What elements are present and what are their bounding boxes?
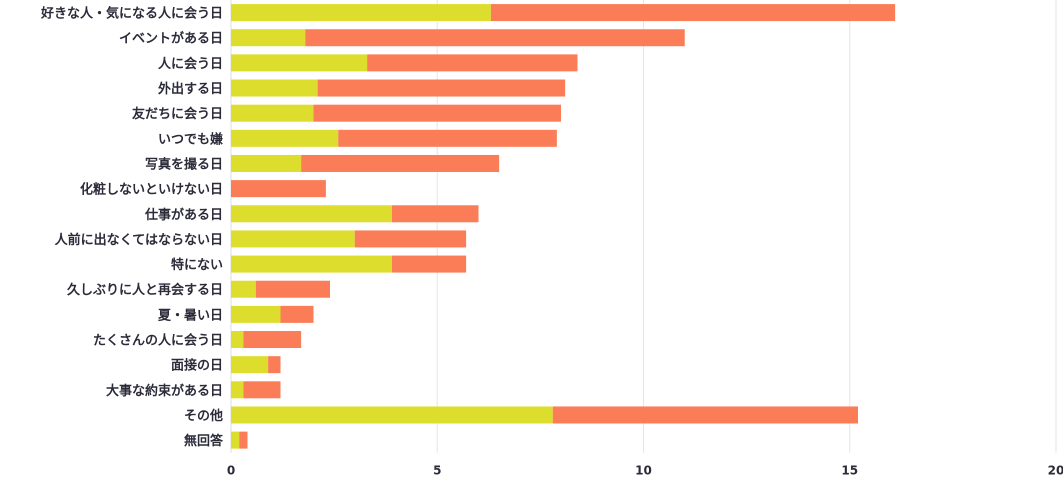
- bar-segment-first: [231, 305, 281, 323]
- category-label: イベントがある日: [119, 31, 223, 47]
- bar-segment-first: [231, 230, 355, 248]
- bar-segment-second: [391, 255, 467, 273]
- category-label: 夏・暑い日: [157, 308, 223, 323]
- bar-segment-first: [231, 129, 339, 147]
- bars: [231, 4, 896, 449]
- bar-segment-second: [301, 154, 500, 172]
- category-label: いつでも嫌: [158, 131, 223, 147]
- bar-segment-second: [280, 305, 314, 323]
- bar-segment-second: [367, 54, 578, 72]
- bar-segment-second: [354, 230, 467, 248]
- bar-segment-second: [305, 29, 685, 47]
- bar-segment-second: [317, 79, 566, 97]
- bar-segment-second: [268, 356, 281, 374]
- bar-segment-first: [231, 79, 318, 97]
- bar-segment-second: [243, 381, 281, 399]
- bar-segment-second: [239, 431, 248, 449]
- bar-segment-first: [231, 154, 302, 172]
- bar-segment-first: [231, 4, 491, 22]
- bar-segment-first: [231, 29, 306, 47]
- bar-segment-first: [231, 381, 244, 399]
- bar-segment-first: [231, 205, 392, 223]
- category-label: 好きな人・気になる人に会う日: [40, 6, 223, 22]
- bar-segment-first: [231, 255, 392, 273]
- category-label: 人に会う日: [158, 56, 223, 72]
- category-label: たくさんの人に会う日: [93, 333, 223, 349]
- bar-segment-first: [231, 54, 368, 72]
- x-tick-label: 0: [227, 464, 235, 478]
- category-label: 特にない: [171, 257, 223, 273]
- bar-segment-second: [490, 4, 896, 22]
- bar-segment-second: [552, 406, 858, 424]
- bar-segment-second: [231, 180, 326, 198]
- category-label: 面接の日: [171, 358, 223, 374]
- bar-segment-first: [231, 431, 240, 449]
- category-label: 化粧しないといけない日: [80, 182, 223, 198]
- bar-segment-first: [231, 406, 553, 424]
- category-label: 久しぶりに人と再会する日: [67, 282, 223, 298]
- bar-segment-second: [338, 129, 557, 147]
- x-tick-label: 5: [433, 464, 441, 478]
- x-tick-labels: 0 5 10 15 20: [227, 464, 1063, 478]
- x-tick-label: 10: [635, 464, 652, 478]
- bar-segment-first: [231, 280, 256, 298]
- category-label: その他: [184, 408, 223, 424]
- category-label: 人前に出なくてはならない日: [55, 232, 223, 248]
- bar-segment-second: [255, 280, 330, 298]
- gridlines: [230, 0, 1057, 453]
- bar-segment-first: [231, 356, 269, 374]
- bar-segment-first: [231, 104, 314, 122]
- category-label: 外出する日: [157, 81, 223, 97]
- category-label: 大事な約束がある日: [106, 383, 223, 399]
- bar-segment-first: [231, 331, 244, 349]
- category-label: 写真を撮る日: [145, 156, 223, 172]
- x-tick-label: 15: [841, 464, 858, 478]
- category-label: 無回答: [184, 433, 224, 449]
- category-labels: 好きな人・気になる人に会う日イベントがある日人に会う日外出する日友だちに会う日い…: [40, 6, 224, 450]
- bar-segment-second: [391, 205, 479, 223]
- category-label: 仕事がある日: [144, 207, 223, 223]
- x-tick-label: 20: [1048, 464, 1063, 478]
- bar-segment-second: [313, 104, 561, 122]
- bar-segment-second: [243, 331, 302, 349]
- category-label: 友だちに会う日: [132, 106, 223, 122]
